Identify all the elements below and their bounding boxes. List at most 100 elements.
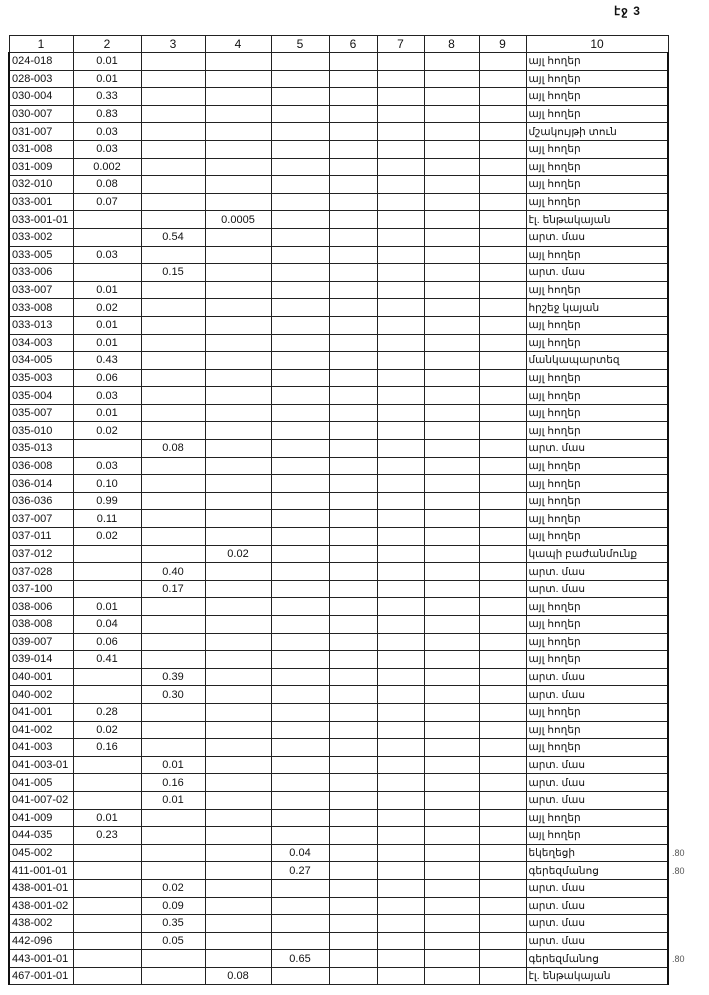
value-col-4-cell	[204, 245, 272, 265]
value-col-5-cell	[270, 650, 330, 669]
col-6-cell	[328, 615, 378, 634]
col-6-cell	[328, 403, 378, 423]
table-row: 033-006 0.15 արտ. մաս	[8, 263, 669, 282]
value-col-2-cell	[72, 579, 142, 599]
value-col-4-cell: 0.02	[204, 544, 272, 564]
table-row: 036-014 0.10 այլ հողեր	[8, 474, 669, 493]
value-col-3-cell: 0.16	[140, 773, 206, 792]
value-col-2-cell: 0.06	[72, 368, 142, 388]
col-9-cell	[478, 579, 527, 599]
col-9-cell	[478, 69, 527, 89]
value-col-4-cell	[204, 896, 272, 916]
value-col-3-cell	[140, 333, 206, 353]
value-col-4-cell	[204, 773, 272, 792]
land-use-cell: այլ հողեր	[525, 315, 669, 335]
col-7-cell	[376, 263, 425, 282]
col-9-cell	[478, 210, 527, 229]
value-col-2-cell: 0.28	[72, 702, 142, 722]
col-6-cell	[328, 755, 378, 775]
col-9-cell	[478, 351, 527, 370]
value-col-3-cell: 0.35	[140, 914, 206, 933]
col-7-cell	[376, 315, 425, 335]
col-header-5: 5	[270, 35, 330, 53]
col-6-cell	[328, 597, 378, 616]
value-col-5-cell	[270, 808, 330, 828]
parcel-code-cell: 033-005	[8, 245, 74, 265]
col-8-cell	[423, 439, 480, 458]
value-col-4-cell	[204, 615, 272, 634]
land-use-cell: այլ հողեր	[525, 456, 669, 476]
value-col-4-cell	[204, 104, 272, 124]
value-col-5-cell	[270, 474, 330, 493]
value-col-4-cell	[204, 755, 272, 775]
col-6-cell	[328, 245, 378, 265]
table-row: 041-003 0.16 այլ հողեր	[8, 738, 669, 757]
col-9-cell	[478, 966, 527, 986]
parcel-code-cell: 041-002	[8, 720, 74, 740]
parcel-code-cell: 033-001-01	[8, 210, 74, 229]
col-7-cell	[376, 474, 425, 493]
parcel-code-cell: 038-008	[8, 615, 74, 634]
col-6-cell	[328, 544, 378, 564]
col-8-cell	[423, 914, 480, 933]
value-col-4-cell	[204, 439, 272, 458]
value-col-3-cell	[140, 456, 206, 476]
parcel-code-cell: 033-001	[8, 192, 74, 212]
col-9-cell	[478, 263, 527, 282]
land-use-cell: այլ հողեր	[525, 421, 669, 441]
table-row: 035-007 0.01 այլ հողեր	[8, 403, 669, 423]
parcel-code-cell: 036-014	[8, 474, 74, 493]
value-col-5-cell	[270, 773, 330, 792]
col-8-cell	[423, 456, 480, 476]
value-col-3-cell	[140, 280, 206, 300]
value-col-4-cell	[204, 351, 272, 370]
col-7-cell	[376, 104, 425, 124]
table-row: 467-001-01 0.08 էլ. ենթակայան	[8, 966, 669, 986]
col-6-cell	[328, 826, 378, 845]
col-6-cell	[328, 878, 378, 898]
col-9-cell	[478, 527, 527, 546]
value-col-3-cell	[140, 720, 206, 740]
land-use-cell: այլ հողեր	[525, 280, 669, 300]
table-row: 033-013 0.01 այլ հողեր	[8, 315, 669, 335]
col-7-cell	[376, 650, 425, 669]
table-row: 438-002 0.35 արտ. մաս	[8, 914, 669, 933]
land-use-cell: այլ հողեր	[525, 104, 669, 124]
land-parcel-table: 1 2 3 4 5 6 7 8 9 10 024-018 0.01 այլ հողե…	[8, 35, 669, 986]
value-col-4-cell	[204, 738, 272, 757]
value-col-2-cell: 0.03	[72, 122, 142, 141]
table-row: 442-096 0.05 արտ. մաս	[8, 931, 669, 951]
value-col-5-cell	[270, 702, 330, 722]
value-col-3-cell	[140, 175, 206, 194]
col-9-cell	[478, 667, 527, 687]
land-use-cell: արտ. մաս	[525, 227, 669, 247]
value-col-3-cell	[140, 122, 206, 141]
col-9-cell	[478, 896, 527, 916]
land-use-cell: մշակույթի տուն	[525, 122, 669, 141]
value-col-2-cell: 0.10	[72, 474, 142, 493]
table-row: 034-003 0.01 այլ հողեր	[8, 333, 669, 353]
table-row: 041-007-02 0.01 արտ. մաս	[8, 790, 669, 810]
col-9-cell	[478, 403, 527, 423]
table-row: 031-008 0.03 այլ հողեր	[8, 139, 669, 159]
page-label: էջ 3	[614, 4, 641, 18]
margin-note: .80	[672, 865, 685, 876]
value-col-4-cell	[204, 650, 272, 669]
table-row: 037-012 0.02 կապի բաժանմունք	[8, 544, 669, 564]
value-col-4-cell	[204, 227, 272, 247]
value-col-3-cell	[140, 403, 206, 423]
col-6-cell	[328, 966, 378, 986]
parcel-code-cell: 036-036	[8, 491, 74, 511]
value-col-4-cell	[204, 720, 272, 740]
value-col-5-cell	[270, 139, 330, 159]
land-use-cell: արտ. մաս	[525, 755, 669, 775]
col-7-cell	[376, 896, 425, 916]
col-6-cell	[328, 579, 378, 599]
col-7-cell	[376, 685, 425, 704]
col-6-cell	[328, 702, 378, 722]
land-use-cell: այլ հողեր	[525, 474, 669, 493]
col-8-cell	[423, 738, 480, 757]
table-row: 045-002 0.04 եկեղեցի	[8, 843, 669, 863]
land-use-cell: արտ. մաս	[525, 773, 669, 792]
col-8-cell	[423, 245, 480, 265]
